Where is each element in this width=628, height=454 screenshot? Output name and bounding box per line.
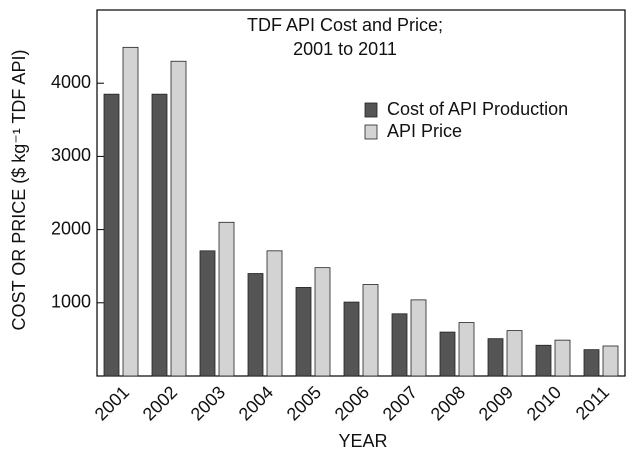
x-tick-label: 2002 [139,382,181,424]
chart-title: 2001 to 2011 [293,39,397,59]
y-tick-label: 4000 [51,72,91,92]
bar [535,344,552,377]
y-tick-label: 2000 [51,218,91,238]
legend-swatch [364,124,378,140]
bar [458,322,475,377]
legend-label: API Price [387,121,462,141]
x-axis-label: YEAR [338,431,387,451]
bar [391,313,408,377]
plot-frame [96,9,626,377]
x-tick-label: 2008 [427,382,469,424]
bar [583,349,600,377]
y-axis-label: COST OR PRICE ($ kg⁻¹ TDF API) [9,50,29,331]
y-tick-label: 1000 [51,292,91,312]
x-tick-label: 2010 [523,382,565,424]
bar [554,339,571,377]
x-tick-label: 2006 [331,382,373,424]
x-tick-label: 2011 [572,382,614,424]
legend-swatch [364,102,378,118]
x-tick-label: 2001 [91,382,133,424]
bar [218,221,235,377]
bar [314,267,331,377]
y-tick-label: 3000 [51,145,91,165]
bar [199,250,216,377]
bar [170,60,187,377]
bar [487,338,504,377]
bar [506,330,523,377]
bar [602,345,619,377]
bar [103,93,120,377]
bar [151,93,168,377]
x-tick-label: 2007 [379,382,421,424]
bar [439,331,456,377]
x-tick-label: 2009 [475,382,517,424]
bar [362,284,379,377]
x-tick-label: 2003 [187,382,229,424]
bar [295,287,312,377]
bar [247,273,264,377]
x-tick-label: 2005 [283,382,325,424]
legend-label: Cost of API Production [387,99,568,119]
bar [410,299,427,377]
x-tick-label: 2004 [235,382,277,424]
bar [266,250,283,377]
chart-title: TDF API Cost and Price; [247,15,443,35]
bar [122,46,139,377]
bar [343,301,360,377]
